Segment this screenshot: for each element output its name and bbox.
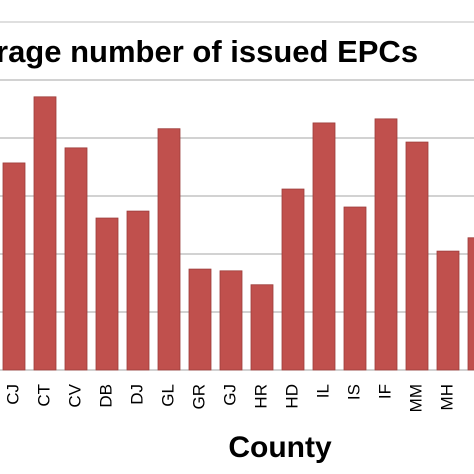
x-tick-label: DJ <box>127 384 146 405</box>
bar <box>157 128 181 371</box>
x-tick-label: MM <box>406 384 425 412</box>
x-tick-label: IS <box>344 384 363 400</box>
bar <box>219 270 243 371</box>
bar <box>343 206 367 371</box>
bar <box>126 210 150 371</box>
x-tick-label: GJ <box>220 384 239 406</box>
bar <box>312 122 336 371</box>
chart-title: rage number of issued EPCs <box>0 34 418 69</box>
x-tick-label: HR <box>251 384 270 409</box>
bar <box>95 217 119 371</box>
bar <box>405 141 429 371</box>
bar <box>250 284 274 371</box>
x-tick-label: CT <box>34 384 53 407</box>
bar <box>2 162 26 371</box>
x-tick-label: CV <box>65 383 84 407</box>
bar <box>188 268 212 371</box>
bar <box>281 188 305 371</box>
x-tick-label: IL <box>313 384 332 398</box>
x-tick-label: HD <box>282 384 301 409</box>
x-tick-label: GR <box>189 384 208 410</box>
x-tick-label: DB <box>96 384 115 408</box>
x-tick-label: IF <box>375 384 394 399</box>
bar <box>436 250 460 371</box>
bar <box>467 237 474 371</box>
bar <box>64 147 88 371</box>
x-axis-label: County <box>228 431 332 464</box>
x-tick-label: CJ <box>3 384 22 405</box>
x-tick-label: MH <box>437 384 456 410</box>
x-tick-label: GL <box>158 384 177 407</box>
bar <box>33 96 57 371</box>
bar <box>374 118 398 371</box>
